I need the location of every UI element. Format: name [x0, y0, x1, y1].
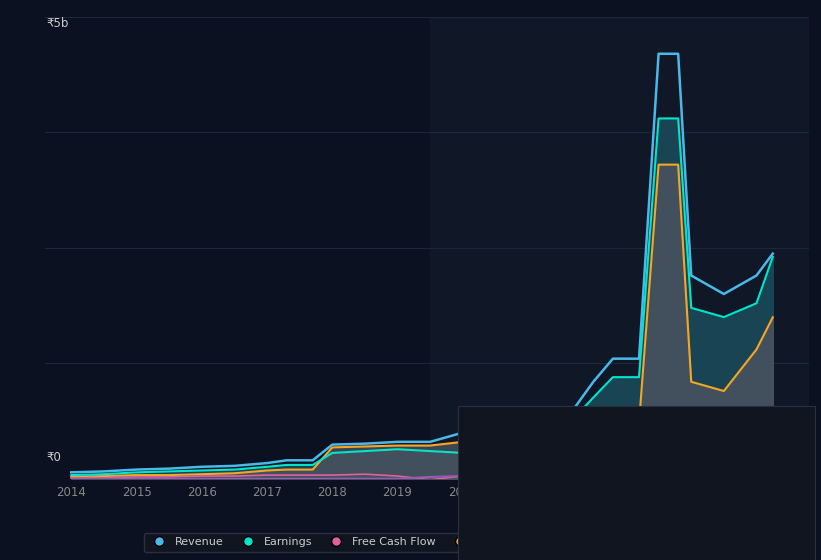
Text: ₹2.402b /yr: ₹2.402b /yr [631, 452, 698, 462]
Text: Free Cash Flow: Free Cash Flow [468, 494, 546, 505]
Text: ₹109.005m /yr: ₹109.005m /yr [631, 537, 715, 547]
Text: Operating Expenses: Operating Expenses [468, 537, 573, 547]
Text: Sep 30 2024: Sep 30 2024 [468, 415, 550, 428]
Text: Revenue: Revenue [468, 431, 513, 441]
Text: profit margin: profit margin [676, 473, 747, 483]
Legend: Revenue, Earnings, Free Cash Flow, Cash From Op, Operating Expenses: Revenue, Earnings, Free Cash Flow, Cash … [144, 533, 710, 552]
Text: ₹5b: ₹5b [47, 17, 69, 30]
Text: Earnings: Earnings [468, 452, 513, 462]
Bar [430, 17, 809, 479]
Text: ₹0: ₹0 [47, 451, 62, 464]
Text: ₹1.748b /yr: ₹1.748b /yr [631, 516, 698, 526]
Text: Cash From Op: Cash From Op [468, 516, 541, 526]
Text: 98.6%: 98.6% [631, 473, 667, 483]
Text: ₹2.437b /yr: ₹2.437b /yr [631, 431, 698, 441]
Text: ₹1.748b /yr: ₹1.748b /yr [631, 494, 698, 505]
